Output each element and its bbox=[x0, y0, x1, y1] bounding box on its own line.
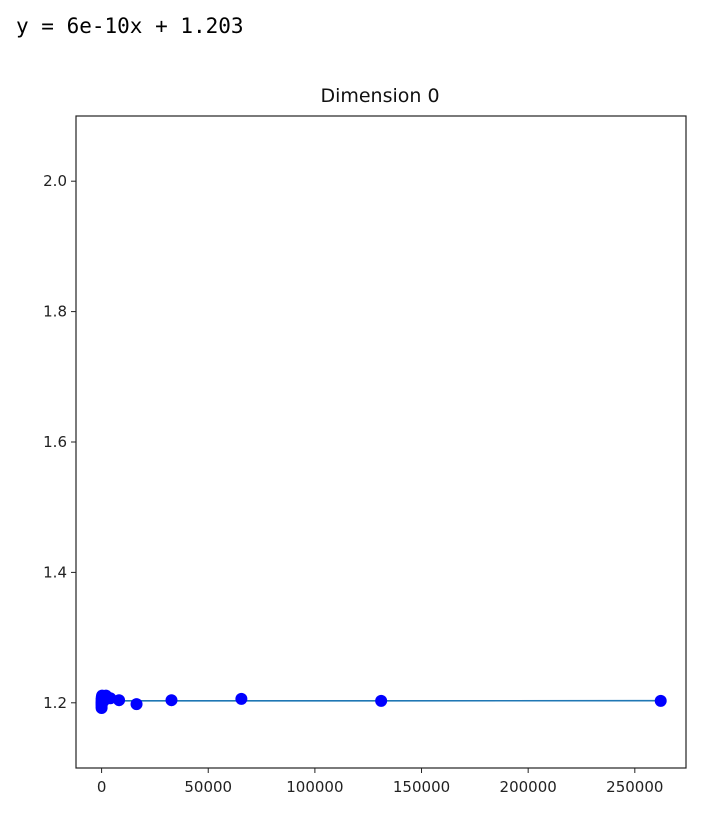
data-point bbox=[654, 694, 667, 707]
regression-equation: y = 6e-10x + 1.203 bbox=[16, 14, 244, 38]
data-point bbox=[165, 694, 178, 707]
data-point bbox=[235, 692, 248, 705]
chart-title: Dimension 0 bbox=[320, 85, 439, 107]
data-point bbox=[130, 698, 143, 711]
x-tick-label: 250000 bbox=[606, 778, 663, 796]
y-tick-label: 1.8 bbox=[43, 303, 67, 321]
x-tick-label: 50000 bbox=[184, 778, 232, 796]
x-tick-label: 150000 bbox=[393, 778, 450, 796]
data-point bbox=[113, 694, 126, 707]
y-tick-label: 2.0 bbox=[43, 172, 67, 190]
x-tick-label: 0 bbox=[97, 778, 107, 796]
y-tick-label: 1.4 bbox=[43, 563, 67, 581]
data-point bbox=[375, 694, 388, 707]
y-tick-label: 1.2 bbox=[43, 694, 67, 712]
plot-frame bbox=[75, 115, 687, 769]
x-tick-label: 100000 bbox=[286, 778, 343, 796]
y-tick-label: 1.6 bbox=[43, 433, 67, 451]
x-tick-label: 200000 bbox=[500, 778, 557, 796]
